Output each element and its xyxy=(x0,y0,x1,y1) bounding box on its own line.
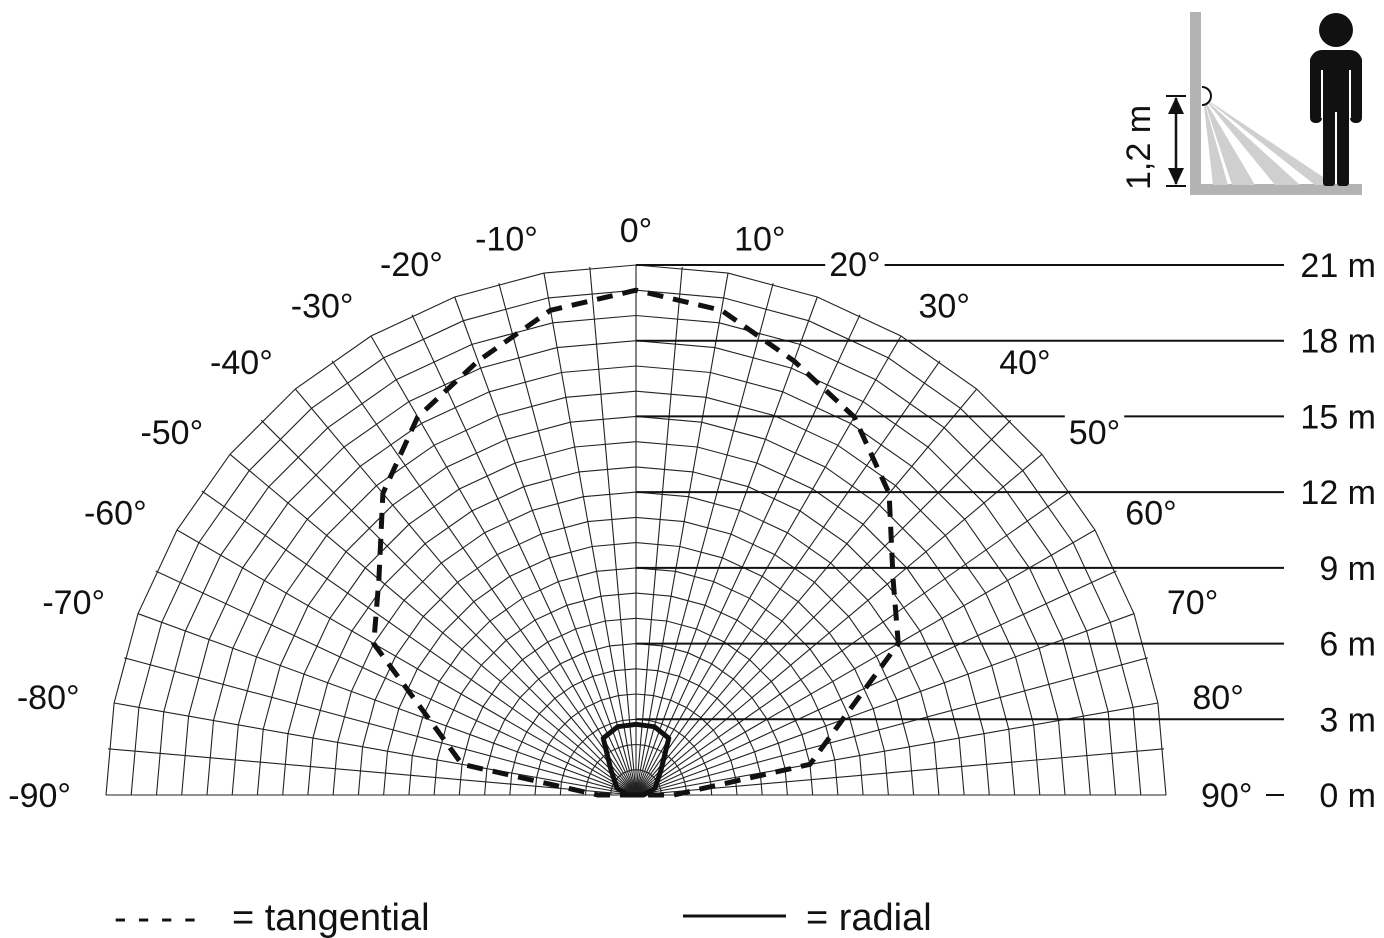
detection-curves xyxy=(371,287,901,798)
grid-spoke xyxy=(123,657,637,796)
distance-label: 21 m xyxy=(1300,247,1376,285)
label-background xyxy=(1064,413,1125,452)
grid-spoke xyxy=(107,748,637,796)
legend: - - - - = tangential = radial xyxy=(114,897,932,938)
angle-label: -50° xyxy=(140,414,203,452)
label-background xyxy=(995,344,1055,383)
angle-label: 20° xyxy=(829,246,880,284)
radial-detection-curve xyxy=(600,721,672,798)
detection-beams xyxy=(1203,97,1255,185)
angle-label: 80° xyxy=(1192,679,1243,717)
grid-spoke xyxy=(635,453,1043,796)
label-background xyxy=(1197,777,1257,815)
sensor-icon xyxy=(1201,86,1212,106)
label-background xyxy=(1162,583,1223,622)
distance-scale-lines xyxy=(636,264,1284,796)
grid-spoke xyxy=(201,490,637,796)
grid-spoke xyxy=(635,273,729,796)
grid-spoke xyxy=(454,296,637,796)
grid-spoke xyxy=(635,748,1165,796)
mounting-illustration: 1,2 m xyxy=(1120,12,1362,195)
grid-spoke xyxy=(635,335,902,796)
grid-spoke xyxy=(635,613,1135,796)
distance-label: 15 m xyxy=(1300,398,1376,436)
grid-spoke xyxy=(635,296,818,796)
grid-spoke xyxy=(114,702,637,796)
grid-spoke xyxy=(498,282,637,796)
distance-label: 12 m xyxy=(1300,474,1376,512)
grid-spoke xyxy=(137,613,637,796)
label-background xyxy=(825,246,885,285)
angle-label: 30° xyxy=(919,288,970,326)
angle-label: -70° xyxy=(42,584,105,622)
angle-label: 40° xyxy=(999,344,1050,382)
angle-label: -90° xyxy=(8,777,71,815)
legend-tangential-label: = tangential xyxy=(232,897,430,938)
label-background xyxy=(914,287,974,326)
grid-spoke xyxy=(370,335,637,796)
legend-radial-label: = radial xyxy=(806,897,932,938)
grid-spoke xyxy=(331,360,637,796)
grid-spoke xyxy=(176,529,637,796)
grid-spoke xyxy=(589,266,637,796)
label-background xyxy=(730,220,790,259)
grid-spoke xyxy=(635,266,683,796)
grid-spoke xyxy=(635,360,941,796)
grid-spoke xyxy=(635,314,861,796)
angle-label: 50° xyxy=(1069,414,1120,452)
grid-spoke xyxy=(155,570,637,796)
distance-label: 18 m xyxy=(1300,323,1376,361)
grid-spoke xyxy=(543,273,637,796)
grid-spoke xyxy=(635,657,1149,796)
angle-label: 70° xyxy=(1167,584,1218,622)
distance-label: 0 m xyxy=(1319,777,1376,815)
wall xyxy=(1190,12,1201,194)
angle-labels: -90° -80° -70° -60° -50°-40° -30° -20° -10° 0° 10… xyxy=(8,212,1257,815)
floor xyxy=(1190,184,1362,195)
distance-label: 9 m xyxy=(1319,550,1376,588)
label-background xyxy=(1121,494,1181,533)
angle-label: -40° xyxy=(210,344,273,382)
label-background xyxy=(1188,678,1248,717)
angle-label: 90° xyxy=(1201,777,1252,815)
mounting-height-label: 1,2 m xyxy=(1120,105,1158,190)
grid-spoke xyxy=(260,419,637,796)
grid-spoke xyxy=(635,419,1012,796)
grid-spoke xyxy=(635,529,1096,796)
grid-spoke xyxy=(635,282,774,796)
distance-label: 6 m xyxy=(1319,626,1376,664)
distance-labels: 0 m 3 m 6 m 9 m 12 m 15 m 18 m 21 m xyxy=(1300,247,1376,815)
angle-label: 60° xyxy=(1125,495,1176,533)
angle-label: 10° xyxy=(734,221,785,259)
angle-label: -10° xyxy=(475,221,538,259)
grid-spoke xyxy=(635,570,1117,796)
angle-label: -80° xyxy=(17,679,80,717)
grid-spoke xyxy=(635,388,978,796)
distance-label: 3 m xyxy=(1319,701,1376,739)
person-icon xyxy=(1310,13,1362,186)
angle-label: -20° xyxy=(380,246,443,284)
angle-label: -30° xyxy=(291,288,354,326)
angle-label: -60° xyxy=(84,495,147,533)
legend-tangential-symbol: - - - - xyxy=(114,897,196,938)
grid-spoke xyxy=(229,453,637,796)
angle-label: 0° xyxy=(620,212,653,250)
grid-spoke xyxy=(411,314,637,796)
grid-spoke xyxy=(294,388,637,796)
tangential-detection-curve xyxy=(371,287,901,798)
